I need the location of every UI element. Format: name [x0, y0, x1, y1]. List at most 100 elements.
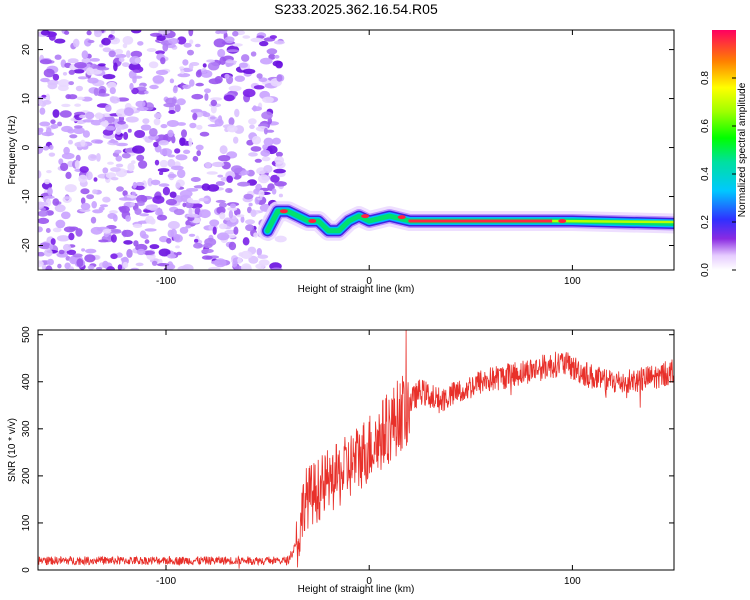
noise-blob: [258, 174, 270, 184]
noise-blob: [260, 149, 271, 157]
y-tick-label: 500: [21, 326, 32, 343]
noise-blob: [76, 96, 85, 101]
noise-blob: [87, 77, 99, 84]
noise-blob: [131, 87, 139, 95]
noise-blob: [44, 179, 51, 185]
noise-blob: [105, 125, 116, 131]
noise-blob: [134, 185, 145, 191]
snr-x-axis-label: Height of straight line (km): [298, 584, 415, 595]
noise-blob: [171, 135, 176, 144]
noise-blob: [179, 226, 189, 234]
noise-blob: [122, 36, 134, 45]
noise-blob: [217, 48, 226, 58]
noise-blob: [127, 128, 132, 133]
noise-blob: [90, 226, 103, 235]
noise-blob: [231, 165, 243, 173]
noise-blob: [62, 243, 72, 252]
noise-blob: [232, 43, 243, 47]
noise-blob: [157, 168, 170, 173]
noise-blob: [52, 198, 60, 206]
noise-blob: [219, 145, 228, 155]
noise-blob: [148, 61, 159, 69]
noise-blob: [137, 41, 144, 46]
noise-blob: [49, 243, 54, 250]
noise-blob: [124, 148, 132, 153]
noise-blob: [240, 216, 245, 223]
noise-blob: [259, 40, 269, 47]
noise-blob: [109, 87, 116, 95]
noise-blob: [174, 104, 181, 113]
noise-blob: [215, 181, 225, 186]
noise-blob: [274, 181, 287, 187]
noise-blob: [87, 154, 97, 161]
noise-blob: [218, 155, 231, 162]
colorbar-tick-label: 0.4: [700, 167, 711, 181]
noise-blob: [182, 59, 189, 66]
noise-blob: [96, 67, 110, 71]
noise-blob: [133, 69, 140, 73]
noise-blob: [206, 171, 218, 175]
noise-blob: [102, 167, 109, 174]
noise-blob: [80, 197, 86, 205]
noise-blob: [177, 169, 186, 179]
noise-blob: [69, 266, 74, 270]
noise-blob: [73, 69, 85, 74]
noise-blob: [226, 175, 233, 183]
noise-blob: [42, 145, 50, 151]
noise-blob: [48, 152, 56, 157]
noise-blob: [79, 166, 89, 173]
noise-blob: [131, 30, 142, 34]
noise-blob: [130, 50, 143, 58]
noise-blob: [93, 177, 98, 182]
noise-blob: [96, 266, 103, 270]
noise-blob: [245, 224, 255, 232]
noise-blob: [130, 202, 136, 207]
noise-blob: [250, 51, 257, 57]
noise-blob: [68, 232, 75, 241]
noise-blob: [117, 264, 123, 270]
colorbar-label: Normalized spectral amplitude: [737, 82, 748, 217]
noise-blob: [116, 252, 123, 258]
noise-blob: [69, 134, 78, 139]
y-tick-label: 200: [21, 467, 32, 484]
noise-blob: [45, 228, 51, 233]
noise-blob: [246, 139, 254, 146]
noise-blob: [80, 202, 91, 210]
noise-blob: [208, 266, 221, 270]
noise-blob: [209, 219, 220, 227]
noise-blob: [237, 257, 243, 264]
noise-blob: [64, 184, 77, 193]
noise-blob: [122, 261, 129, 269]
noise-blob: [134, 130, 146, 138]
colorbar-gradient: [712, 30, 736, 270]
noise-blob: [263, 127, 268, 135]
noise-blob: [210, 99, 217, 107]
noise-blob: [205, 161, 212, 169]
noise-blob: [175, 154, 188, 161]
ridge-hotspot: [361, 214, 370, 219]
noise-blob: [257, 197, 263, 201]
noise-blob: [97, 93, 110, 97]
noise-blob: [204, 93, 209, 101]
noise-blob: [204, 237, 217, 247]
ridge-hotspot: [558, 219, 567, 224]
noise-blob: [121, 152, 131, 159]
noise-blob: [274, 54, 280, 59]
noise-blob: [188, 63, 194, 70]
noise-blob: [268, 53, 276, 60]
noise-blob: [132, 145, 145, 154]
noise-blob: [110, 167, 121, 172]
noise-blob: [81, 50, 89, 59]
noise-blob: [192, 155, 199, 162]
noise-blob: [194, 238, 199, 243]
noise-blob: [248, 255, 259, 264]
noise-blob: [159, 235, 169, 243]
noise-blob: [99, 204, 109, 208]
noise-blob: [119, 206, 127, 212]
noise-blob: [245, 219, 255, 225]
noise-blob: [237, 181, 251, 187]
noise-blob: [170, 165, 184, 171]
noise-blob: [145, 204, 158, 211]
noise-blob: [48, 32, 56, 41]
